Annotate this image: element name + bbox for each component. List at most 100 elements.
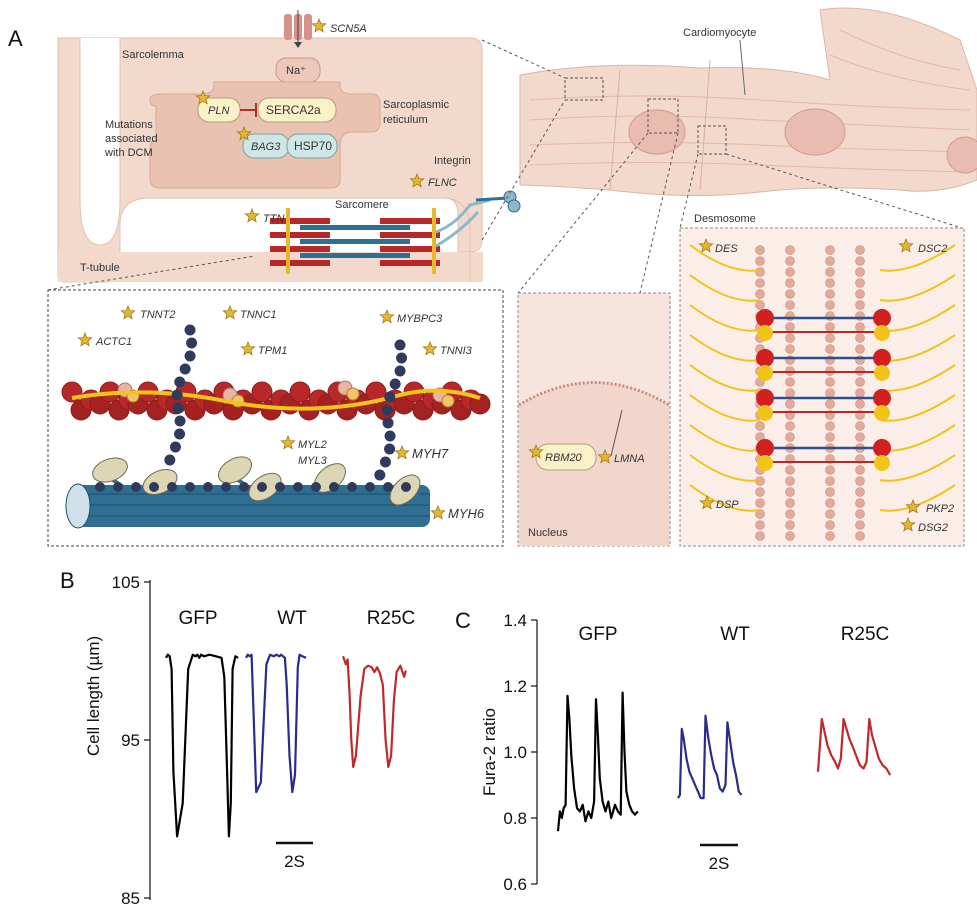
mybpc-bead <box>384 391 396 403</box>
troponin-complex <box>441 394 455 408</box>
intermediate-filament <box>879 454 956 482</box>
intermediate-filament <box>689 334 761 362</box>
mybpc-bead <box>149 482 159 492</box>
plaque-protein <box>757 405 773 421</box>
mybpc-bead <box>169 441 181 453</box>
gene-mybpc3: MYBPC3 <box>397 313 443 325</box>
label-nucleus: Nucleus <box>528 527 568 539</box>
membrane-bead <box>855 333 865 343</box>
gene-tnnc1: TNNC1 <box>240 309 277 321</box>
membrane-bead <box>785 377 795 387</box>
membrane-bead <box>855 256 865 266</box>
membrane-bead <box>785 465 795 475</box>
intermediate-filament <box>689 484 761 512</box>
chart-b-ylabel: Cell length (µm) <box>84 636 103 756</box>
label-sr-2: reticulum <box>383 114 428 126</box>
membrane-bead <box>855 476 865 486</box>
cardiomyocyte <box>519 7 977 197</box>
membrane-bead <box>855 322 865 332</box>
mutation-star-icon <box>394 444 410 460</box>
membrane-bead <box>755 509 765 519</box>
mutation-star-icon <box>120 304 136 320</box>
membrane-bead <box>855 498 865 508</box>
gene-pln: PLN <box>208 105 229 117</box>
sarcomere-schematic <box>270 190 521 274</box>
intermediate-filament <box>689 454 761 482</box>
membrane-bead <box>785 245 795 255</box>
mybpc-bead <box>389 378 401 390</box>
membrane-bead <box>825 300 835 310</box>
membrane-bead <box>855 388 865 398</box>
membrane-bead <box>855 300 865 310</box>
gene-tpm1: TPM1 <box>258 345 287 357</box>
gene-actc1: ACTC1 <box>95 336 132 348</box>
mybpc-bead <box>394 339 406 351</box>
membrane-bead <box>785 432 795 442</box>
nucleus-1 <box>628 109 686 155</box>
membrane-bead <box>755 300 765 310</box>
gene-ttn: TTN <box>263 213 284 225</box>
gene-pkp2: PKP2 <box>926 503 954 515</box>
series-label-wt: WT <box>277 608 307 629</box>
membrane-bead <box>855 377 865 387</box>
y-tick-label: 1.2 <box>503 677 527 696</box>
plaque-protein <box>874 365 890 381</box>
mybpc-bead <box>179 363 191 375</box>
mybpc-bead <box>401 482 411 492</box>
mybpc-bead <box>275 482 285 492</box>
membrane-bead <box>825 509 835 519</box>
membrane-bead <box>755 256 765 266</box>
y-tick-label: 1.0 <box>503 743 527 762</box>
membrane-bead <box>785 344 795 354</box>
membrane-bead <box>785 289 795 299</box>
cell-schematic: Sarcolemma T-tubule Na⁺ SCN5A Sarcoplasm… <box>57 10 521 283</box>
gene-myl3: MYL3 <box>298 455 328 467</box>
mutation-star-icon <box>280 434 296 450</box>
series-label-gfp: GFP <box>178 608 217 629</box>
membrane-bead <box>855 509 865 519</box>
gene-rbm20: RBM20 <box>545 452 583 464</box>
mybpc-bead <box>257 482 267 492</box>
membrane-bead <box>755 278 765 288</box>
membrane-bead <box>755 498 765 508</box>
intermediate-filament <box>879 244 956 272</box>
plaque-protein <box>757 365 773 381</box>
mutation-star-icon <box>311 17 327 33</box>
mutation-star-icon <box>597 448 613 464</box>
mutation-star-icon <box>430 504 446 520</box>
membrane-bead <box>825 520 835 530</box>
membrane-bead <box>755 531 765 541</box>
actin-bead <box>61 381 83 403</box>
mybpc-bead <box>384 443 396 455</box>
membrane-bead <box>785 476 795 486</box>
label-cardiomyocyte: Cardiomyocyte <box>683 27 756 39</box>
mutation-star-icon <box>195 89 211 105</box>
membrane-bead <box>825 421 835 431</box>
mybpc-bead <box>394 365 406 377</box>
membrane-bead <box>825 377 835 387</box>
label-serca2a: SERCA2a <box>266 103 321 117</box>
mybpc-bead <box>186 337 198 349</box>
membrane-bead <box>785 399 795 409</box>
label-sarcolemma: Sarcolemma <box>122 49 185 61</box>
gene-dsg2: DSG2 <box>918 522 948 534</box>
actin-bead <box>251 381 273 403</box>
mybpc-bead <box>174 376 186 388</box>
intermediate-filament <box>689 274 761 302</box>
mutation-star-icon <box>905 498 921 514</box>
membrane-bead <box>785 520 795 530</box>
plaque-protein <box>756 439 774 457</box>
membrane-bead <box>755 267 765 277</box>
label-sr-1: Sarcoplasmic <box>383 99 450 111</box>
sarcomere-gene-labels: ACTC1 TNNT2 TNNC1 TPM1 MYBPC3 TNNI3 MYL2… <box>95 309 485 521</box>
mybpc-bead <box>167 482 177 492</box>
membrane-bead <box>785 509 795 519</box>
membrane-bead <box>755 487 765 497</box>
mybpc-bead <box>221 482 231 492</box>
mutation-star-icon <box>528 443 544 459</box>
desmosome-structure <box>689 244 956 541</box>
mybpc-bead <box>172 402 184 414</box>
series-line-gfp <box>556 691 639 832</box>
chart-c-ylabel: Fura-2 ratio <box>480 708 499 796</box>
series-label-wt: WT <box>720 624 750 645</box>
